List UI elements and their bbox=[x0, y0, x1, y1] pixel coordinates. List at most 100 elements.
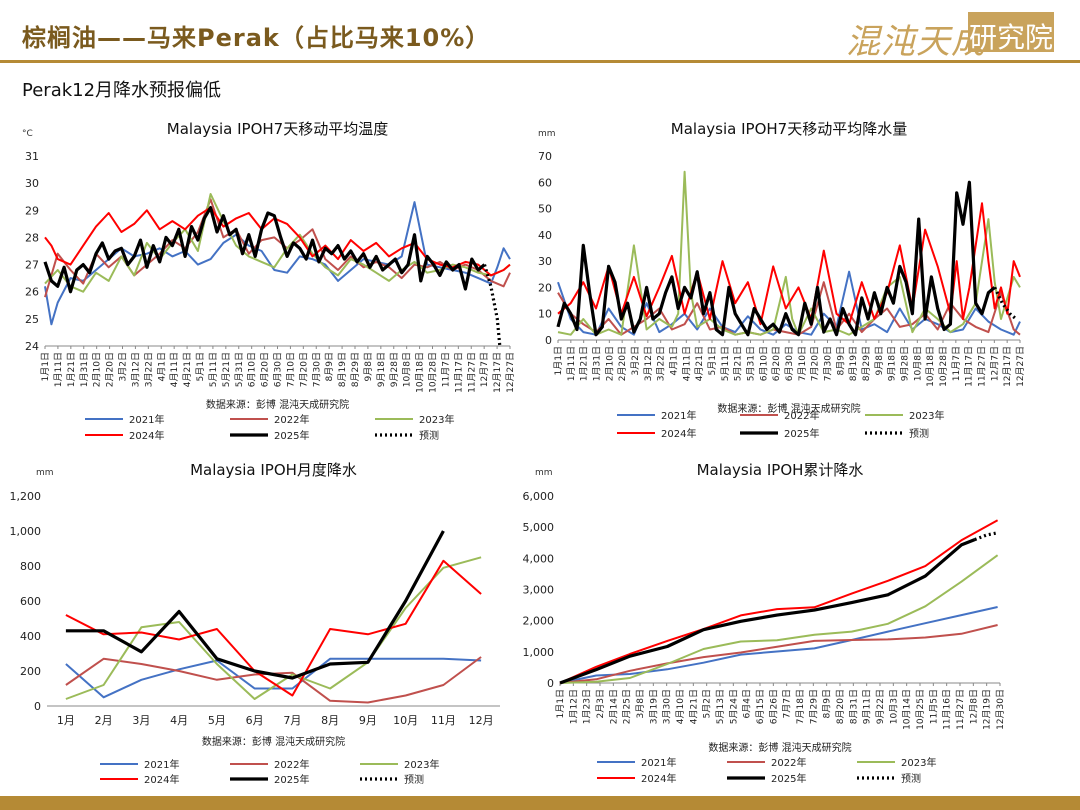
x-tick-label: 11月 bbox=[431, 714, 456, 727]
x-tick-label: 2月20日 bbox=[105, 352, 116, 387]
chart-monthly-rainfall: Malaysia IPOH月度降水 mm 0 200 400 600 800 1,000 1,2… bbox=[10, 461, 500, 786]
x-tick-label: 6月26日 bbox=[768, 689, 779, 724]
y-tick-label: 30 bbox=[538, 255, 552, 268]
x-tick-label: 7月30日 bbox=[311, 352, 322, 387]
x-tick-label: 3月22日 bbox=[143, 352, 154, 387]
legend-label-2022: 2022年 bbox=[784, 409, 819, 422]
series-line-2022 bbox=[65, 656, 482, 704]
y-tick-label: 60 bbox=[538, 176, 552, 189]
x-tick-label: 12月27日 bbox=[1015, 346, 1026, 387]
y-tick-label: 200 bbox=[20, 665, 41, 678]
x-tick-label: 1月 bbox=[57, 714, 75, 727]
x-tick-label: 8月19日 bbox=[337, 352, 348, 387]
x-tick-label: 1月21日 bbox=[66, 352, 77, 387]
x-tick-label: 11月7日 bbox=[440, 352, 451, 387]
x-tick-label: 6月 bbox=[246, 714, 264, 727]
x-tick-label: 10月 bbox=[393, 714, 418, 727]
y-tick-label: 0 bbox=[34, 700, 41, 713]
y-tick-label: 28 bbox=[25, 231, 39, 244]
legend-label-forecast: 预测 bbox=[419, 429, 439, 442]
x-tick-label: 11月7日 bbox=[951, 346, 962, 381]
x-tick-label: 9月8日 bbox=[874, 346, 885, 375]
x-tick-label: 3月19日 bbox=[648, 689, 659, 724]
axis-unit: mm bbox=[535, 468, 553, 478]
x-tick-label: 12月17日 bbox=[1002, 346, 1013, 387]
x-tick-label: 5月1日 bbox=[707, 346, 718, 375]
x-tick-label: 1月1日 bbox=[40, 352, 51, 381]
x-tick-label: 11月27日 bbox=[977, 346, 988, 387]
y-tick-label: 25 bbox=[25, 313, 39, 326]
data-source: 数据来源：彭博 混沌天成研究院 bbox=[202, 735, 345, 748]
x-tick-label: 5月13日 bbox=[715, 689, 726, 724]
x-tick-label: 2月25日 bbox=[622, 689, 633, 724]
x-tick-label: 2月10日 bbox=[92, 352, 103, 387]
chart-title: Malaysia IPOH累计降水 bbox=[697, 461, 864, 479]
x-tick-label: 1月23日 bbox=[582, 689, 593, 724]
series-line-2025 bbox=[556, 180, 996, 337]
y-tick-label: 29 bbox=[25, 204, 39, 217]
logo-box-text: 研究院 bbox=[968, 21, 1053, 54]
legend-label-2025: 2025年 bbox=[274, 773, 309, 786]
x-tick-label: 9月18日 bbox=[887, 346, 898, 381]
page-subtitle: Perak12月降水预报偏低 bbox=[22, 80, 222, 101]
page-title: 棕榈油——马来Perak（占比马来10%） bbox=[22, 24, 491, 52]
x-tick-label: 4月11日 bbox=[169, 352, 180, 387]
x-tick-label: 2月3日 bbox=[595, 689, 606, 718]
x-tick-label: 6月20日 bbox=[771, 346, 782, 381]
x-tick-label: 10月8日 bbox=[912, 346, 923, 381]
x-tick-label: 12月8日 bbox=[968, 689, 979, 724]
y-tick-label: 800 bbox=[20, 560, 41, 573]
x-tick-label: 2月 bbox=[95, 714, 113, 727]
x-tick-label: 3月30日 bbox=[662, 689, 673, 724]
legend-label-2021: 2021年 bbox=[144, 758, 179, 771]
x-tick-label: 7月20日 bbox=[810, 346, 821, 381]
x-tick-label: 12月27日 bbox=[505, 352, 516, 393]
y-tick-label: 1,000 bbox=[523, 646, 555, 659]
x-tick-label: 3月12日 bbox=[643, 346, 654, 381]
chart-title: Malaysia IPOH月度降水 bbox=[190, 461, 357, 479]
x-tick-label: 12月30日 bbox=[995, 689, 1006, 730]
x-tick-label: 6月30日 bbox=[273, 352, 284, 387]
x-tick-label: 9月11日 bbox=[862, 689, 873, 724]
y-tick-label: 5,000 bbox=[523, 521, 555, 534]
x-tick-label: 9月 bbox=[359, 714, 377, 727]
header-divider bbox=[0, 60, 1080, 63]
x-tick-label: 4月21日 bbox=[694, 346, 705, 381]
logo-main-text: 混沌天成 bbox=[846, 22, 986, 62]
x-tick-label: 7月20日 bbox=[298, 352, 309, 387]
series-line-2023 bbox=[44, 193, 511, 293]
series-line-2021 bbox=[65, 657, 482, 699]
data-source: 数据来源：彭博 混沌天成研究院 bbox=[206, 398, 349, 411]
x-tick-label: 5月24日 bbox=[728, 689, 739, 724]
series-line-2023 bbox=[557, 170, 1021, 336]
y-tick-label: 40 bbox=[538, 229, 552, 242]
series-line-2022 bbox=[559, 624, 998, 684]
x-tick-label: 3月22日 bbox=[656, 346, 667, 381]
x-tick-label: 9月18日 bbox=[376, 352, 387, 387]
x-tick-label: 7月10日 bbox=[797, 346, 808, 381]
y-tick-label: 26 bbox=[25, 286, 39, 299]
x-tick-label: 3月 bbox=[132, 714, 150, 727]
legend-label-2022: 2022年 bbox=[274, 758, 309, 771]
legend-label-2021: 2021年 bbox=[661, 409, 696, 422]
data-source: 数据来源：彭博 混沌天成研究院 bbox=[717, 402, 860, 415]
legend-label-2021: 2021年 bbox=[641, 756, 676, 769]
x-tick-label: 10月18日 bbox=[925, 346, 936, 387]
legend-label-2023: 2023年 bbox=[901, 756, 936, 769]
x-tick-label: 7月18日 bbox=[795, 689, 806, 724]
y-tick-label: 1,000 bbox=[10, 525, 42, 538]
y-tick-label: 400 bbox=[20, 630, 41, 643]
x-tick-label: 9月22日 bbox=[875, 689, 886, 724]
x-tick-label: 4月21日 bbox=[688, 689, 699, 724]
legend-label-2024: 2024年 bbox=[144, 773, 179, 786]
series-line-2024 bbox=[65, 559, 482, 697]
series-line-forecast bbox=[482, 264, 502, 347]
y-tick-label: 6,000 bbox=[523, 490, 555, 503]
y-tick-label: 1,200 bbox=[10, 490, 42, 503]
x-tick-label: 12月7日 bbox=[989, 346, 1000, 381]
x-tick-label: 9月8日 bbox=[363, 352, 374, 381]
x-tick-label: 6月10日 bbox=[247, 352, 258, 387]
legend-label-2023: 2023年 bbox=[909, 409, 944, 422]
legend-label-forecast: 预测 bbox=[909, 427, 929, 440]
legend-label-2023: 2023年 bbox=[404, 758, 439, 771]
